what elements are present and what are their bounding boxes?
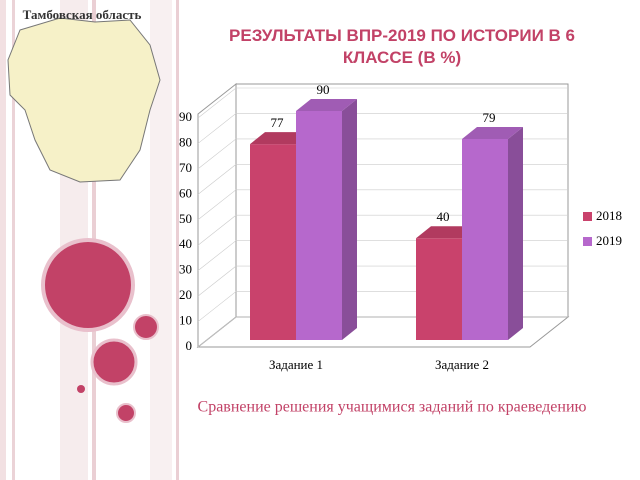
bar-face [508,126,523,340]
legend-swatch [583,212,592,221]
grid-line [197,214,568,246]
caption: Сравнение решения учащимися заданий по к… [198,399,587,416]
y-tick-label: 70 [179,160,192,175]
value-label: 77 [271,115,285,130]
value-label: 40 [437,209,450,224]
y-tick-label: 60 [179,185,192,200]
y-tick-label: 40 [179,236,192,251]
y-tick-label: 50 [179,211,192,226]
region-map [7,17,161,183]
decor-circles [41,238,159,423]
grid-line [197,164,568,195]
legend-swatch [583,237,592,246]
bar-face [416,226,477,239]
bar [296,99,357,340]
grid-line [197,113,568,144]
region-label: Тамбовская область [23,7,142,22]
bar-face [416,238,462,340]
y-tick-label: 20 [179,287,192,302]
bar-face [250,132,311,145]
bar-face [462,126,523,139]
bar [462,126,523,340]
bar-face [250,144,296,340]
y-tick-label: 10 [179,313,192,328]
y-tick-label: 80 [179,134,192,149]
grid-line [197,189,568,221]
x-tick-label: Задание 1 [269,357,323,372]
y-tick-label: 0 [186,338,193,353]
grid-line [197,87,568,119]
bar-face [296,111,342,340]
bar-face [296,99,357,111]
bar-face [462,138,508,340]
legend-label: 2019 [596,233,622,248]
legend-label: 2018 [596,208,622,223]
value-label: 79 [483,110,496,125]
y-tick-label: 30 [179,262,192,277]
x-tick-label: Задание 2 [435,357,489,372]
grid-line [197,138,568,170]
bar-face [342,99,357,340]
y-tick-label: 90 [179,109,192,124]
value-label: 90 [317,82,330,97]
chart-title: РЕЗУЛЬТАТЫ ВПР-2019 ПО ИСТОРИИ В 6 КЛАССЕ… [229,26,575,67]
